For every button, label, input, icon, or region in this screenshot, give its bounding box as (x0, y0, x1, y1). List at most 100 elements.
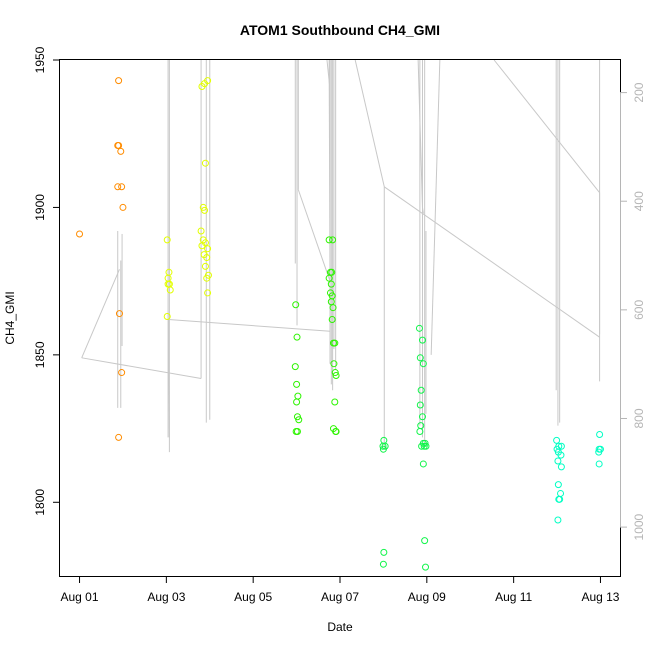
data-point (293, 333, 301, 341)
data-point (201, 206, 209, 214)
altitude-trace-line (430, 59, 441, 355)
data-point (197, 227, 205, 235)
data-point (330, 360, 338, 368)
data-point (164, 280, 172, 288)
data-point (165, 268, 173, 276)
y-tick-label: 1950 (33, 46, 47, 73)
data-point-group (76, 77, 604, 571)
data-point (418, 336, 426, 344)
data-point (201, 262, 209, 270)
data-point (557, 489, 565, 497)
data-point (557, 442, 565, 450)
data-point (331, 369, 339, 377)
data-point (596, 430, 604, 438)
data-point (325, 236, 333, 244)
data-point (204, 289, 212, 297)
data-point (201, 159, 209, 167)
data-point (76, 230, 84, 238)
altitude-trace-line (493, 59, 600, 193)
x-tick-label: Aug 11 (495, 590, 532, 604)
data-point (115, 77, 123, 85)
data-point (114, 183, 122, 191)
altitude-trace-line (168, 319, 170, 438)
data-point (556, 495, 564, 503)
data-point (292, 301, 300, 309)
data-point (163, 236, 171, 244)
data-point (553, 436, 561, 444)
data-point (418, 442, 426, 450)
data-point (595, 448, 603, 456)
altitude-trace-line (421, 207, 424, 214)
data-point (329, 304, 337, 312)
x-tick-label: Aug 05 (234, 590, 272, 604)
data-point (419, 360, 427, 368)
data-point (331, 339, 339, 347)
data-point (203, 254, 211, 262)
altitude-trace-line (383, 186, 600, 338)
data-point (332, 428, 340, 436)
x-tick-label: Aug 09 (408, 590, 446, 604)
altitude-trace-line (168, 318, 331, 332)
data-point (415, 324, 423, 332)
y-tick-label: 1800 (33, 489, 47, 516)
y-axis: 1800 1850 1900 1950 (33, 46, 60, 516)
y2-axis: 200 400 600 800 1000 (620, 82, 646, 540)
y2-tick-label: 800 (632, 408, 646, 428)
data-point (327, 280, 335, 288)
data-point (115, 433, 123, 441)
altitude-trace-line (297, 189, 331, 282)
x-axis: Aug 01 Aug 03 Aug 05 Aug 07 Aug 09 Aug 11 Aug … (61, 576, 620, 604)
data-point (293, 380, 301, 388)
data-point (332, 371, 340, 379)
data-point (115, 310, 123, 318)
x-tick-label: Aug 01 (61, 590, 99, 604)
y2-tick-label: 600 (632, 300, 646, 320)
data-point (203, 274, 211, 282)
data-point (418, 413, 426, 421)
data-point (331, 398, 339, 406)
x-axis-label: Date (327, 620, 353, 634)
data-point (419, 460, 427, 468)
data-point (198, 242, 206, 250)
data-point (295, 416, 303, 424)
data-point (554, 481, 562, 489)
data-point (416, 428, 424, 436)
x-tick-label: Aug 03 (147, 590, 185, 604)
y-tick-label: 1850 (33, 341, 47, 368)
altitude-trace-group (81, 59, 601, 453)
data-point (328, 268, 336, 276)
data-point (379, 442, 387, 450)
altitude-trace-line (81, 269, 120, 359)
data-point (115, 142, 123, 150)
data-point (294, 392, 302, 400)
data-point (379, 560, 387, 568)
data-point (166, 286, 174, 294)
x-tick-label: Aug 13 (581, 590, 619, 604)
data-point (328, 315, 336, 323)
data-point (291, 363, 299, 371)
data-point (293, 398, 301, 406)
data-point (204, 245, 212, 253)
data-point (554, 457, 562, 465)
data-point (379, 445, 387, 453)
data-point (204, 77, 212, 85)
data-point (325, 274, 333, 282)
data-point (417, 386, 425, 394)
chart-title: ATOM1 Southbound CH4_GMI (240, 22, 440, 38)
data-point (557, 463, 565, 471)
data-point (380, 548, 388, 556)
altitude-trace-line (81, 357, 202, 379)
data-point (117, 147, 125, 155)
x-tick-label: Aug 07 (321, 590, 359, 604)
data-point (557, 451, 565, 459)
data-point (595, 460, 603, 468)
data-point (119, 203, 127, 211)
altitude-trace-line (328, 59, 331, 282)
data-point (421, 537, 429, 545)
y-axis-label: CH4_GMI (3, 291, 17, 344)
data-point (118, 369, 126, 377)
y2-tick-label: 200 (632, 82, 646, 102)
plot-frame (59, 59, 621, 577)
y-tick-label: 1900 (33, 194, 47, 221)
